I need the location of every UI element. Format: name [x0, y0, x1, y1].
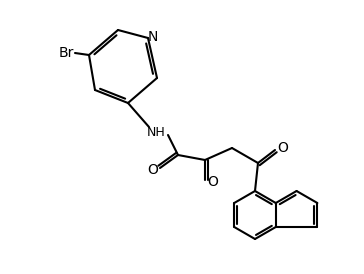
Text: O: O: [278, 141, 288, 155]
Text: O: O: [147, 163, 158, 177]
Text: Br: Br: [58, 46, 74, 60]
Text: NH: NH: [147, 125, 165, 138]
Text: N: N: [148, 30, 158, 44]
Text: O: O: [207, 175, 218, 189]
